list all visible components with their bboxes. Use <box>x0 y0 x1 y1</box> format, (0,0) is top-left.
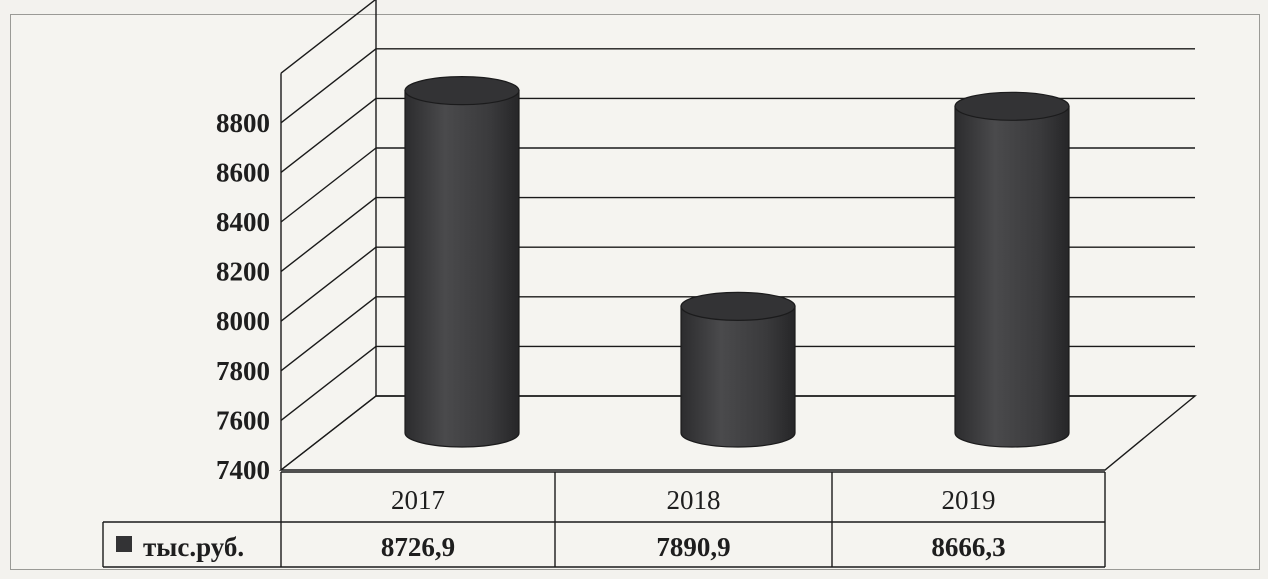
grid-line-side <box>280 246 377 322</box>
legend-entry: тыс.руб. <box>143 532 244 562</box>
y-tick-label: 8400 <box>216 207 270 237</box>
y-tick-label: 8600 <box>216 157 270 187</box>
bar <box>680 291 796 448</box>
grid-line-side <box>280 48 377 124</box>
bar-body <box>680 305 796 448</box>
bar-top <box>954 91 1070 121</box>
grid-line-side <box>280 0 377 74</box>
data-label: 8726,9 <box>381 532 455 562</box>
x-tick-label: 2017 <box>391 485 445 515</box>
bar <box>954 91 1070 448</box>
y-tick-label: 8200 <box>216 257 270 287</box>
bar-body <box>954 105 1070 448</box>
grid-line-side <box>280 147 377 223</box>
grid-line-side <box>280 345 377 421</box>
bar-body <box>404 90 520 448</box>
x-tick-label: 2018 <box>667 485 721 515</box>
data-label: 8666,3 <box>931 532 1005 562</box>
floor <box>278 395 1197 471</box>
grid-line-side <box>280 197 377 273</box>
y-tick-label: 7800 <box>216 356 270 386</box>
legend-swatch <box>116 536 132 552</box>
bar <box>404 76 520 448</box>
bar-top <box>404 76 520 106</box>
x-tick-label: 2019 <box>942 485 996 515</box>
y-tick-label: 7400 <box>216 455 270 485</box>
y-tick-label: 8000 <box>216 306 270 336</box>
y-tick-label: 7600 <box>216 405 270 435</box>
y-axis-ticks: 7400 7600 7800 8000 8200 8400 8600 8800 <box>216 108 270 485</box>
grid-line-side <box>280 296 377 372</box>
grid-line-side <box>280 97 377 173</box>
bar-top <box>680 291 796 321</box>
data-label: 7890,9 <box>656 532 730 562</box>
bars <box>404 76 1070 448</box>
y-tick-label: 8800 <box>216 108 270 138</box>
data-table: 2017 8726,9 2018 7890,9 2019 8666,3 тыс.руб. <box>102 471 1106 568</box>
